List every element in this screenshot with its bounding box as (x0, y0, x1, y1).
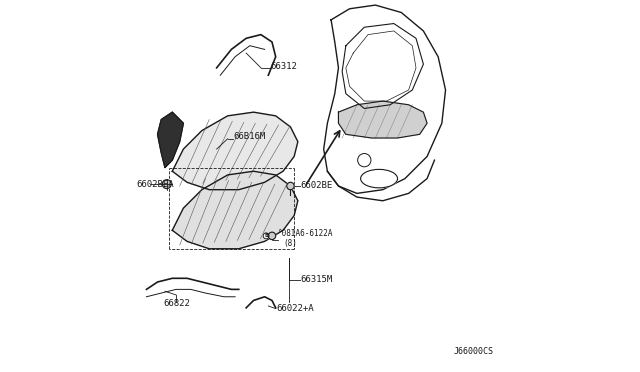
Circle shape (163, 180, 172, 189)
Circle shape (263, 233, 269, 239)
Circle shape (287, 182, 294, 190)
Text: 6602BE: 6602BE (301, 182, 333, 190)
Circle shape (268, 232, 276, 240)
Text: 66315M: 66315M (301, 275, 333, 283)
Text: 6602BEA: 6602BEA (136, 180, 173, 189)
Text: 66822: 66822 (163, 299, 190, 308)
Text: (8): (8) (283, 239, 297, 248)
Ellipse shape (360, 169, 397, 188)
Text: J66000CS: J66000CS (454, 347, 493, 356)
Text: 66022+A: 66022+A (276, 304, 314, 313)
Polygon shape (157, 112, 184, 167)
Polygon shape (172, 112, 298, 190)
Text: 66B16M: 66B16M (233, 132, 266, 141)
Text: °08IA6-6122A: °08IA6-6122A (278, 230, 333, 238)
Polygon shape (172, 171, 298, 249)
Polygon shape (339, 101, 427, 138)
Circle shape (358, 154, 371, 167)
Text: 66312: 66312 (270, 61, 297, 71)
Text: B: B (264, 233, 268, 238)
